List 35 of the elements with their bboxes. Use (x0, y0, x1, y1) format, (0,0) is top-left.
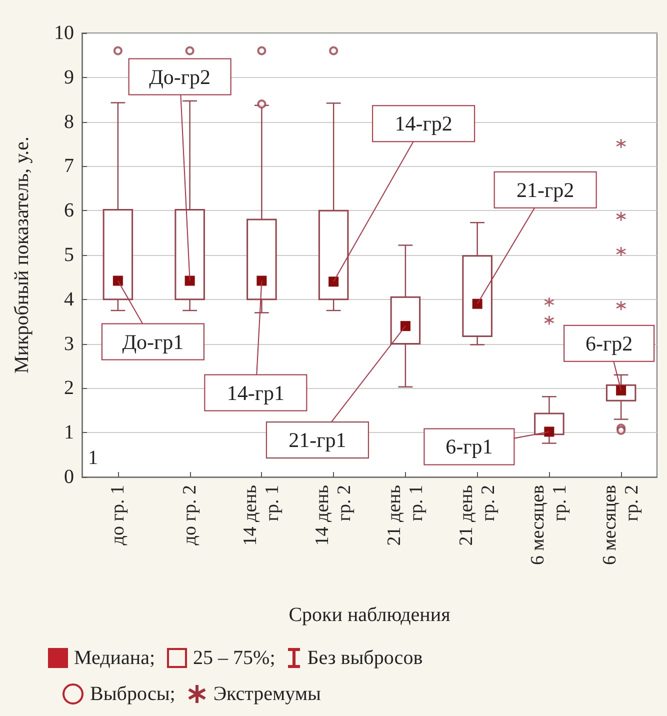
x-tick-label: 21 день гр. 2 (456, 484, 499, 546)
y-tick-label: 5 (64, 244, 74, 266)
text: Медиана; (74, 646, 156, 670)
annotation: 14-гр1 (226, 380, 284, 405)
y-tick-label: 9 (64, 66, 74, 88)
x-tick-label: 6 месяцев гр. 2 (600, 484, 643, 565)
annotation: 6-гр2 (586, 331, 633, 356)
annotation: 21-гр1 (288, 428, 346, 452)
annotation: До-гр2 (149, 64, 211, 89)
annotation: 6-гр1 (446, 434, 493, 459)
x-tick-label: до гр. 1 (107, 485, 128, 546)
y-tick-label: 2 (64, 377, 74, 400)
x-tick-label: 6 месяцев гр. 1 (528, 484, 571, 565)
annotation: До-гр1 (122, 330, 184, 354)
y-tick-label: 6 (64, 200, 74, 222)
text: Без выбросов (307, 646, 423, 670)
legend-label: Экстремумы (213, 682, 321, 706)
y-axis-title: Микробный показатель, у.е. (11, 136, 33, 374)
y-tick-label: 0 (64, 466, 74, 488)
y-tick-label: 7 (64, 155, 74, 178)
y-tick-label: 3 (64, 332, 74, 355)
x-tick-label: 14 день гр. 2 (312, 484, 356, 546)
y-tick-label: 1 (64, 422, 74, 444)
x-tick-label: 14 день гр. 1 (240, 484, 284, 546)
x-axis-title: Сроки наблюдения (288, 604, 450, 626)
annotation: 21-гр2 (516, 178, 574, 202)
annotation: 1 (88, 447, 98, 469)
annotation: 14-гр2 (394, 112, 452, 136)
text: Выбросы; (90, 682, 176, 706)
y-tick-label: 4 (64, 288, 74, 310)
y-tick-label: 10 (54, 22, 74, 44)
x-tick-label: до гр. 2 (179, 485, 200, 546)
text: 25 – 75%; (193, 646, 276, 670)
y-tick-label: 8 (64, 110, 74, 133)
x-tick-label: 21 день гр. 1 (384, 484, 427, 546)
